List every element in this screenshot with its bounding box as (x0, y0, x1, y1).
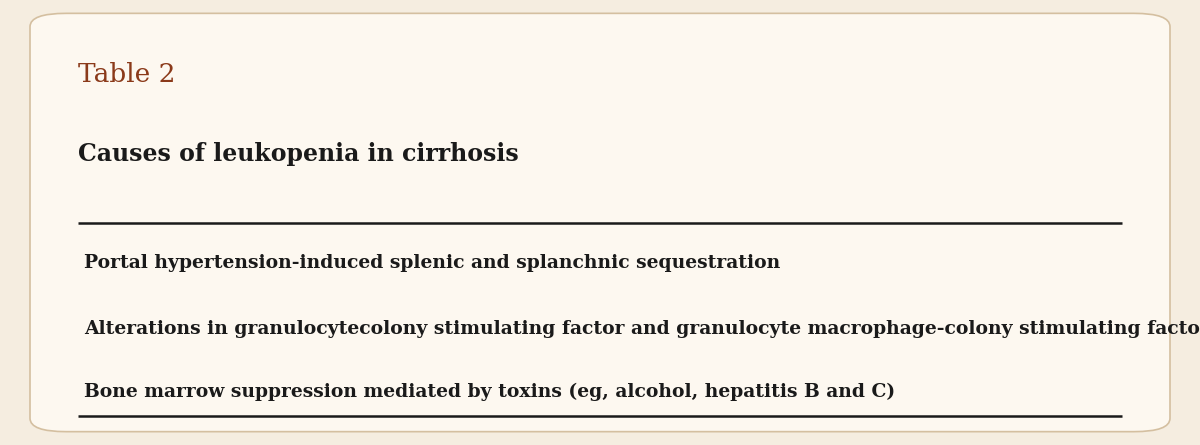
Text: Causes of leukopenia in cirrhosis: Causes of leukopenia in cirrhosis (78, 142, 518, 166)
Text: Table 2: Table 2 (78, 62, 175, 87)
FancyBboxPatch shape (30, 13, 1170, 432)
Text: Alterations in granulocytecolony stimulating factor and granulocyte macrophage-c: Alterations in granulocytecolony stimula… (84, 320, 1200, 338)
Text: Portal hypertension-induced splenic and splanchnic sequestration: Portal hypertension-induced splenic and … (84, 254, 780, 271)
Text: Bone marrow suppression mediated by toxins (eg, alcohol, hepatitis B and C): Bone marrow suppression mediated by toxi… (84, 383, 895, 401)
